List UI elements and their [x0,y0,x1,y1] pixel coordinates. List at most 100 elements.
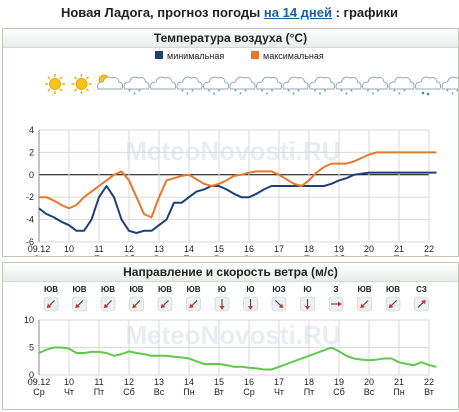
wind-arrow-head [388,303,394,309]
sun-ray [59,76,63,80]
x-weekday-label: Пт [304,387,315,397]
raindrop [426,92,430,96]
wind-arrow [219,299,225,310]
temperature-panel: Температура воздуха (°C) MeteoNovosti.RU… [2,28,459,257]
wind-arrow-head [160,303,166,309]
cloud-snow-icon: *** [335,76,362,99]
x-tick-label: 20 [364,244,374,254]
wind-arrow [189,300,198,309]
x-weekday-label: Вс [364,387,375,397]
legend-label-min: минимальная [167,51,224,61]
snowflake: * [319,92,322,99]
snowflake: * [186,92,189,99]
x-weekday-label: Чт [64,387,74,397]
x-tick-label: 17 [274,377,284,387]
wind-direction-label: ЮВ [357,285,371,294]
x-weekday-label: Чт [64,254,74,256]
y-tick-label: 0 [29,370,34,380]
cloud-shape [309,76,336,90]
snowflake: * [244,89,247,96]
x-weekday-label: Ср [243,254,255,256]
snowflake: * [372,92,375,99]
x-tick-label: 13 [154,244,164,254]
x-weekday-label: Ср [33,254,45,256]
page-title-prefix: Новая Ладога, прогноз погоды [60,5,264,20]
wind-arrow-icon [186,296,201,312]
y-tick-label: 0 [29,170,34,180]
x-weekday-label: Чт [274,254,284,256]
cloud-shape [97,76,124,90]
snowflake: * [266,92,269,99]
wind-arrow [275,300,284,309]
sun-icon [71,74,92,94]
x-tick-label: 16 [244,244,254,254]
wind-arrow-head [132,303,137,309]
page-header: Новая Ладога, прогноз погоды на 14 дней … [0,0,459,26]
snowflake: * [239,92,242,99]
cloud-snow-icon: *** [282,76,309,99]
snowflake: * [403,89,406,96]
wind-arrow [388,300,397,309]
wind-direction-label: ЮВ [386,285,400,294]
wind-direction-label: ЮВ [186,285,200,294]
snowflake: * [456,89,458,96]
x-tick-label: 10 [64,244,74,254]
x-weekday-label: Ср [243,387,255,397]
x-weekday-label: Вс [154,254,165,256]
x-weekday-label: Вт [424,387,434,397]
wind-arrow-icon [243,296,258,312]
x-weekday-label: Пн [183,254,194,256]
x-tick-label: 22 [424,377,434,387]
wind-arrow-icon [300,296,315,312]
wind-arrow [417,299,426,308]
x-tick-label: 10 [64,377,74,387]
snowflake: * [451,92,454,99]
snowflake: * [213,92,216,99]
wind-speed-line [38,346,437,371]
wind-arrow-icon [43,296,59,312]
wind-arrow-icon [271,296,287,312]
cloud-rain-icon [415,76,442,96]
sun-ray [47,76,51,80]
cloud-shape [282,76,309,90]
snowflake: * [367,89,370,96]
snowflake: * [271,89,274,96]
wind-arrow-icon [214,296,230,312]
wind-arrow-icon [414,296,429,312]
snowflake: * [181,89,184,96]
snowflake: * [345,92,348,99]
x-tick-label: 15 [214,244,224,254]
wind-arrow-icon [328,296,344,312]
wind-arrow [103,300,112,309]
x-weekday-label: Пн [393,387,404,397]
x-weekday-label: Ср [33,387,45,397]
temperature-panel-title: Температура воздуха (°C) [3,29,458,48]
forecast-14-days-link[interactable]: на 14 дней [263,5,332,20]
snowflake: * [234,89,237,96]
cloud-snow-icon: *** [203,76,230,99]
raindrop [421,91,425,95]
cloud-shape [362,76,389,90]
snowflake: * [297,89,300,96]
snowflake: * [324,89,327,96]
wind-arrow-icon [129,296,144,312]
snowflake: * [446,89,449,96]
wind-arrow [75,300,84,309]
snowflake: * [377,89,380,96]
cloud-snow-icon: *** [441,76,458,99]
wind-direction-label: ЮВ [72,285,86,294]
wind-arrow [248,299,253,310]
wind-direction-label: СЗ [416,285,427,294]
y-tick-label: -2 [26,192,34,202]
wind-direction-label: ЮВ [101,285,115,294]
cloud-snow-icon: *** [176,76,203,99]
watermark: MeteoNovosti.RU [125,136,340,166]
x-tick-label: 22 [424,244,434,254]
wind-arrow-head [248,306,253,310]
snowflake: * [340,89,343,96]
x-weekday-label: Пт [94,254,105,256]
x-tick-label: 14 [184,377,194,387]
cloud-snow-icon: *** [256,76,283,99]
wind-arrow-head [360,303,365,309]
